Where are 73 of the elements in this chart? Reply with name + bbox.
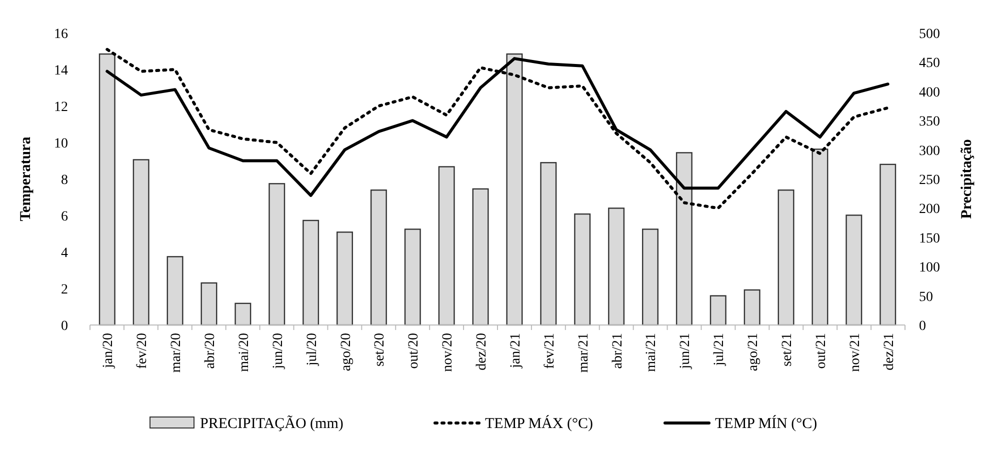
- x-tick-label: out/20: [406, 333, 422, 369]
- bar: [574, 213, 591, 326]
- y-tick-label: 8: [61, 173, 68, 188]
- x-tick-label: ago/21: [746, 333, 762, 372]
- y2-tick-label: 300: [919, 144, 940, 159]
- bar: [234, 302, 252, 326]
- bar: [404, 228, 421, 326]
- bar: [200, 282, 218, 326]
- bar: [268, 183, 286, 326]
- y2-tick-label: 200: [919, 202, 940, 218]
- y2-tick-label: 350: [919, 114, 940, 130]
- bar: [744, 289, 760, 326]
- x-tick-label: jan/20: [101, 333, 116, 369]
- y2-tick-label: 500: [919, 27, 940, 42]
- legend-label: TEMP MÁX (°C): [485, 415, 593, 432]
- bar: [370, 189, 387, 326]
- legend-label: TEMP MÍN (°C): [715, 415, 818, 432]
- x-tick-label: out/21: [814, 333, 829, 369]
- bar: [676, 152, 692, 326]
- y-tick-label: 0: [61, 319, 68, 334]
- y-tick-label: 4: [61, 246, 68, 261]
- x-tick-label: mai/21: [644, 333, 660, 372]
- y-tick-label: 16: [54, 27, 68, 42]
- bar: [608, 208, 625, 326]
- bar: [132, 159, 150, 326]
- y-tick-label: 10: [54, 136, 68, 152]
- bar: [880, 164, 896, 326]
- bar: [336, 232, 353, 326]
- bar: [506, 53, 523, 326]
- bar: [472, 188, 489, 326]
- legend-label: PRECIPITAÇÃO (mm): [200, 415, 344, 432]
- bar: [710, 295, 726, 326]
- y2-tick-label: 50: [919, 290, 933, 305]
- bar: [98, 53, 116, 326]
- bar: [642, 228, 658, 326]
- y-axis-title: Temperatura: [18, 136, 34, 222]
- x-tick-label: nov/21: [848, 333, 863, 372]
- x-tick-label: mar/21: [576, 333, 592, 373]
- y2-tick-label: 100: [919, 260, 940, 276]
- x-tick-label: jun/21: [678, 333, 694, 370]
- bar: [438, 166, 455, 326]
- bar: [812, 148, 828, 326]
- x-tick-label: set/21: [780, 333, 796, 366]
- x-tick-label: ago/20: [338, 333, 354, 372]
- y2-tick-label: 400: [919, 85, 940, 100]
- y2-tick-label: 150: [919, 231, 940, 246]
- x-tick-label: fev/21: [542, 333, 558, 369]
- x-tick-label: jan/21: [508, 333, 524, 369]
- y-tick-label: 14: [54, 64, 68, 78]
- x-tick-label: abr/20: [202, 333, 218, 369]
- x-tick-label: set/20: [372, 333, 388, 366]
- bar: [778, 189, 794, 326]
- y-tick-label: 12: [54, 100, 68, 115]
- bar: [302, 220, 320, 326]
- bar: [540, 162, 557, 326]
- y-tick-label: 6: [61, 210, 68, 224]
- x-tick-label: jun/20: [270, 333, 286, 370]
- y2-axis-title: Precipitação: [959, 139, 975, 219]
- x-tick-label: jul/20: [304, 333, 320, 367]
- bar: [846, 214, 862, 326]
- x-tick-label: mai/20: [236, 333, 252, 372]
- x-tick-label: jul/21: [712, 333, 728, 367]
- y-tick-label: 2: [61, 282, 68, 298]
- x-tick-label: abr/21: [610, 333, 626, 369]
- x-tick-label: dez/20: [474, 333, 490, 370]
- x-tick-label: mar/20: [169, 333, 184, 373]
- bar: [166, 256, 184, 326]
- y2-tick-label: 0: [919, 319, 926, 334]
- y2-tick-label: 450: [919, 56, 940, 72]
- x-tick-label: fev/20: [135, 333, 150, 369]
- x-tick-label: dez/21: [882, 333, 897, 370]
- y2-tick-label: 250: [919, 173, 940, 188]
- x-tick-label: nov/20: [440, 333, 456, 372]
